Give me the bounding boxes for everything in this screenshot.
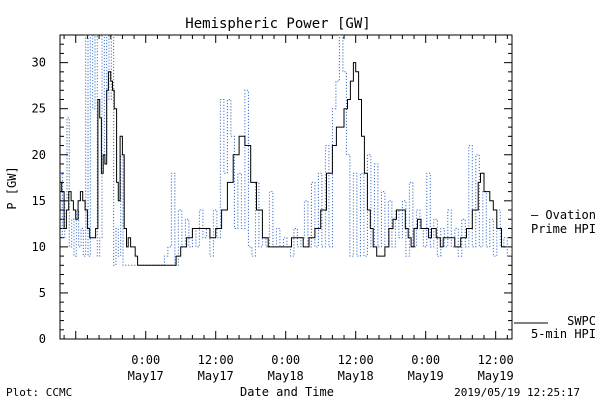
x-tick-date-label: May19 <box>408 369 444 383</box>
legend-swpc-line1: SWPC <box>567 314 596 328</box>
x-axis: 0:00 May17 12:00 May17 0:00 May18 12:00 May18 0:… <box>63 35 514 383</box>
plot-frame <box>59 34 513 340</box>
x-tick-time-label: 12:00 <box>338 353 374 367</box>
legend-ovation: — Ovation Prime HPI <box>531 208 596 236</box>
legend-swpc-line2: 5-min HPI <box>531 327 596 341</box>
x-axis-label: Date and Time <box>240 385 334 399</box>
legend-swpc: SWPC 5-min HPI <box>514 314 596 341</box>
y-tick-label: 10 <box>32 240 46 254</box>
x-tick-date-label: May19 <box>478 369 514 383</box>
ovation-prime-series-line <box>60 35 512 266</box>
y-tick-label: 25 <box>32 102 46 116</box>
x-tick-time-label: 0:00 <box>131 353 160 367</box>
x-tick-date-label: May18 <box>338 369 374 383</box>
x-tick-date-label: May18 <box>268 369 304 383</box>
x-tick-time-label: 12:00 <box>478 353 514 367</box>
legend-ovation-line2: Prime HPI <box>531 222 596 236</box>
x-tick-date-label: May17 <box>128 369 164 383</box>
footer-timestamp: 2019/05/19 12:25:17 <box>454 386 580 399</box>
x-tick-time-label: 0:00 <box>411 353 440 367</box>
y-tick-label: 30 <box>32 56 46 70</box>
y-axis-label: P [GW] <box>5 166 19 209</box>
chart-title: Hemispheric Power [GW] <box>185 16 370 32</box>
x-tick-date-label: May17 <box>198 369 234 383</box>
footer-credit: Plot: CCMC <box>6 386 72 399</box>
x-tick-time-label: 12:00 <box>198 353 234 367</box>
y-tick-label: 5 <box>39 286 46 300</box>
x-tick-time-label: 0:00 <box>271 353 300 367</box>
legend-ovation-line1: — Ovation <box>531 208 596 222</box>
y-tick-label: 20 <box>32 148 46 162</box>
y-tick-label: 15 <box>32 194 46 208</box>
plot-area <box>59 34 513 340</box>
swpc-hpi-series-line <box>60 62 505 266</box>
y-tick-label: 0 <box>39 332 46 346</box>
series-layer <box>60 35 512 266</box>
y-axis: 0 5 10 15 20 25 30 <box>32 34 512 346</box>
